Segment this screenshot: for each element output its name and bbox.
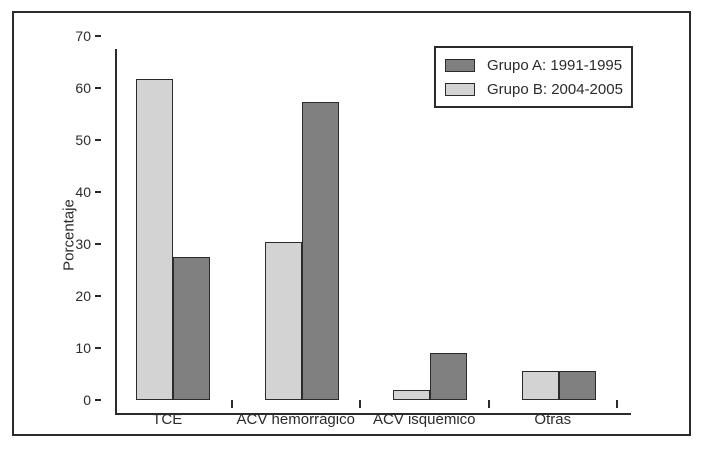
y-tick-label: 60 (75, 80, 91, 96)
y-axis-title: Porcentaje (60, 199, 78, 271)
plot-area (115, 49, 631, 415)
bar-grupo-b-tce (136, 79, 173, 400)
y-tick-label: 50 (75, 132, 91, 148)
bar-grupo-a-acv-isquémico (430, 353, 467, 400)
y-tick (95, 243, 101, 245)
y-tick-label: 20 (75, 288, 91, 304)
legend-row: Grupo B: 2004-2005 (445, 81, 631, 98)
x-tick (616, 400, 618, 408)
y-tick (95, 295, 101, 297)
y-tick-label: 40 (75, 184, 91, 200)
bar-grupo-a-otras (558, 371, 596, 400)
y-tick-label: 70 (75, 28, 91, 44)
legend-label: Grupo B: 2004-2005 (487, 80, 623, 98)
y-tick (95, 191, 101, 193)
category-label: TCE (152, 411, 183, 428)
y-tick-label: 10 (75, 340, 91, 356)
bar-grupo-b-acv-hemorrágico (264, 242, 302, 400)
legend: Grupo A: 1991-1995 Grupo B: 2004-2005 (434, 46, 633, 108)
legend-row: Grupo A: 1991-1995 (445, 57, 631, 74)
legend-swatch (445, 82, 475, 96)
y-tick (95, 347, 101, 349)
legend-label: Grupo A: 1991-1995 (487, 56, 623, 74)
y-tick (95, 399, 101, 401)
bar-grupo-a-tce (173, 257, 210, 400)
y-tick (95, 35, 101, 37)
y-tick-label: 30 (75, 236, 91, 252)
x-tick (230, 400, 233, 408)
bar-grupo-b-acv-isquémico (393, 390, 430, 400)
x-tick (487, 400, 490, 408)
legend-swatch (445, 58, 475, 72)
category-label: Otras (534, 411, 572, 428)
x-tick (359, 400, 361, 408)
y-tick (95, 87, 101, 89)
figure-border: Porcentaje 0 10 20 30 40 50 60 70 TCE ACV hemorrá… (12, 11, 691, 436)
category-label: ACV hemorrágico (236, 411, 355, 428)
y-tick (95, 139, 101, 141)
y-tick-label: 0 (83, 392, 91, 408)
bar-grupo-a-acv-hemorrágico (301, 102, 339, 400)
bar-grupo-b-otras (521, 371, 559, 400)
category-label: ACV isquémico (372, 411, 476, 428)
